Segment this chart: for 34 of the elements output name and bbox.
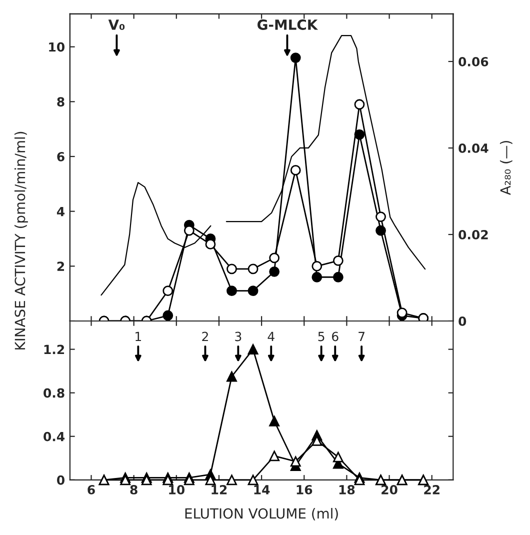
annotation: 1 <box>136 332 141 342</box>
x-tick-label: 20 <box>382 484 398 494</box>
y2-tick-label: 0.02 <box>458 230 488 240</box>
annotation: 5 <box>318 332 324 342</box>
x-tick-label: 18 <box>339 484 355 494</box>
annotation: 4 <box>268 332 274 342</box>
y-tick-label: 0.8 <box>44 388 64 398</box>
annotation: 6 <box>332 332 338 342</box>
x-tick-label: 14 <box>254 485 270 494</box>
y2-tick-label: 0.06 <box>458 56 488 66</box>
x-tick-label: 6 <box>88 484 95 494</box>
x-tick-label: 16 <box>296 484 312 494</box>
x-tick-label: 10 <box>169 484 184 494</box>
y2-tick-label: 0 <box>458 316 466 326</box>
y-tick-label: 2 <box>57 262 64 271</box>
y-tick-label: 1.2 <box>44 344 64 354</box>
annotation: 3 <box>235 332 242 342</box>
y-tick-label: 0.4 <box>44 432 65 442</box>
x-tick-label: 8 <box>130 484 138 494</box>
x-tick-label: 22 <box>424 484 440 494</box>
annotation: 2 <box>202 332 208 342</box>
annotation: 7 <box>358 332 364 342</box>
x-axis-title: ELUTION VOLUME (ml) <box>185 508 338 520</box>
annotation: V₀ <box>108 20 125 30</box>
y-tick-label: 6 <box>57 152 64 162</box>
y-tick-label: 0 <box>57 475 64 485</box>
annotation: G-MLCK <box>258 19 318 30</box>
y-tick-label: 8 <box>57 97 64 107</box>
y-tick-label: 10 <box>49 42 64 52</box>
y-axis-title: KINASE ACTIVITY (pmol/min/ml) <box>14 132 28 350</box>
y-tick-label: 4 <box>56 206 65 216</box>
y2-tick-label: 0.04 <box>458 143 488 153</box>
x-tick-label: 12 <box>212 484 227 494</box>
y2-axis-title: A₂₈₀ (—) <box>500 140 512 196</box>
